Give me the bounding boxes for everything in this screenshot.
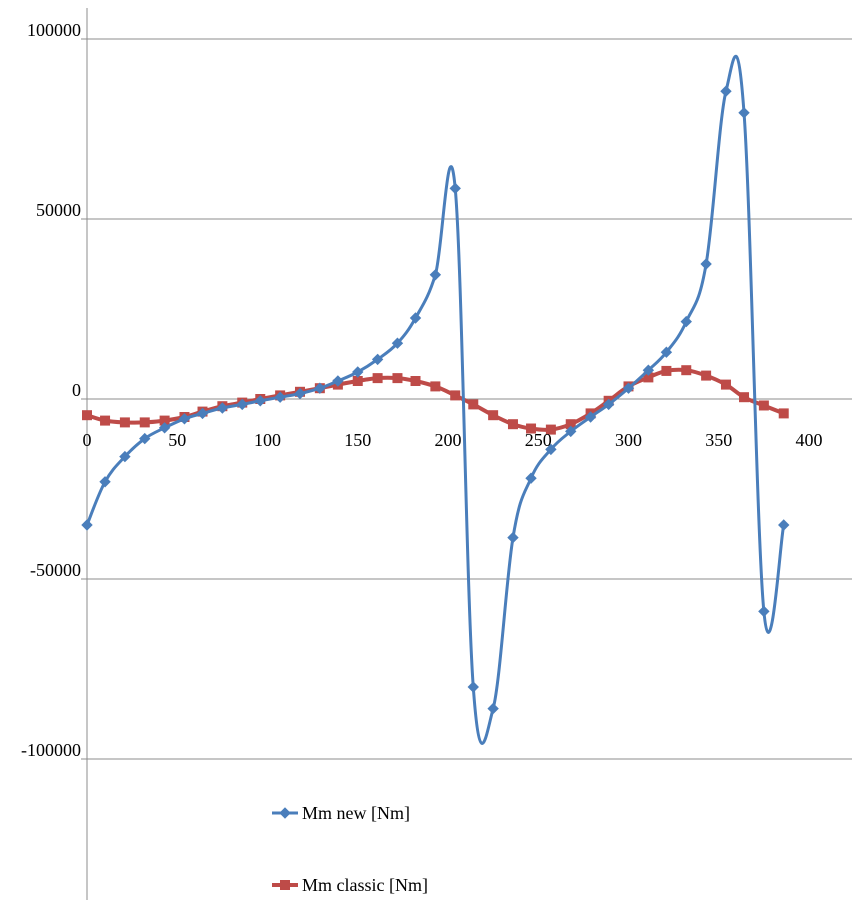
data-point-square	[430, 381, 441, 392]
data-point-diamond	[778, 519, 790, 531]
data-point-square	[468, 399, 479, 410]
data-point-square	[701, 370, 712, 381]
data-point-square	[488, 410, 499, 421]
data-point-diamond	[294, 387, 306, 400]
data-point-diamond	[487, 702, 499, 715]
data-point-square	[372, 373, 383, 384]
data-point-diamond	[467, 681, 479, 693]
data-point-square	[82, 410, 92, 421]
data-point-square	[739, 392, 750, 403]
data-point-diamond	[525, 472, 537, 484]
series-mm-new	[81, 54, 790, 745]
x-tick-label: 400	[796, 430, 823, 450]
legend-label: Mm new [Nm]	[302, 803, 410, 823]
data-point-square	[661, 365, 672, 376]
data-point-square	[643, 372, 654, 383]
data-point-diamond	[236, 398, 248, 411]
data-point-diamond	[178, 413, 191, 425]
x-tick-label: 50	[168, 430, 186, 450]
data-point-diamond	[660, 346, 673, 358]
x-tick-label: 0	[83, 430, 92, 450]
data-point-square	[526, 423, 537, 434]
data-point-square	[545, 424, 556, 435]
data-point-square	[392, 373, 403, 384]
series-line	[86, 367, 785, 432]
data-point-diamond	[449, 182, 461, 195]
y-tick-label: -100000	[21, 740, 81, 760]
data-point-square	[119, 417, 130, 428]
data-point-diamond	[119, 450, 131, 463]
data-point-square	[565, 419, 576, 430]
data-point-diamond	[584, 411, 597, 423]
legend-item: Mm new [Nm]	[272, 803, 410, 823]
data-point-square	[681, 365, 692, 376]
x-tick-label: 250	[525, 430, 552, 450]
legend-square-marker	[280, 880, 290, 890]
data-point-diamond	[738, 107, 750, 119]
data-point-square	[720, 379, 731, 390]
data-point-diamond	[274, 391, 286, 403]
data-point-diamond	[139, 432, 151, 445]
data-point-diamond	[680, 315, 692, 328]
data-point-square	[450, 390, 461, 401]
y-tick-label: 0	[72, 380, 81, 400]
data-point-diamond	[545, 443, 557, 456]
tick-labels: 100000 50000 0 -50000 -100000 0 50 100 150 200 250…	[21, 20, 823, 760]
data-point-square	[778, 408, 789, 419]
data-point-square	[758, 400, 769, 411]
data-point-diamond	[332, 375, 344, 387]
x-tick-label: 350	[705, 430, 732, 450]
y-tick-label: -50000	[30, 560, 81, 580]
gridlines	[87, 38, 852, 760]
data-point-diamond	[642, 364, 655, 376]
data-point-diamond	[216, 402, 229, 414]
data-point-square	[352, 376, 363, 386]
data-point-diamond	[158, 422, 171, 434]
data-point-diamond	[720, 85, 732, 97]
data-point-diamond	[254, 395, 266, 407]
x-tick-label: 300	[615, 430, 642, 450]
axes	[81, 8, 88, 900]
data-point-square	[139, 417, 150, 428]
x-tick-label: 150	[344, 430, 371, 450]
series-mm-classic	[82, 365, 789, 435]
data-point-diamond	[314, 382, 326, 394]
data-point-diamond	[622, 382, 635, 394]
y-tick-label: 50000	[36, 200, 81, 220]
legend-item: Mm classic [Nm]	[272, 875, 428, 895]
data-point-diamond	[758, 605, 770, 618]
data-point-diamond	[565, 425, 577, 438]
series-layer	[81, 54, 790, 745]
data-point-diamond	[700, 258, 712, 270]
data-point-diamond	[81, 519, 93, 531]
y-tick-label: 100000	[27, 20, 81, 40]
data-point-diamond	[391, 337, 404, 349]
legend-label: Mm classic [Nm]	[302, 875, 428, 895]
x-tick-label: 200	[435, 430, 462, 450]
data-point-diamond	[602, 398, 615, 411]
data-point-diamond	[409, 312, 422, 324]
series-line	[85, 54, 786, 745]
data-point-square	[410, 376, 421, 386]
data-point-square	[159, 415, 170, 426]
data-point-square	[507, 419, 518, 430]
data-point-diamond	[429, 269, 442, 281]
data-point-diamond	[196, 407, 209, 420]
data-point-diamond	[352, 366, 364, 378]
legend-diamond-marker	[279, 807, 291, 819]
data-point-diamond	[371, 353, 384, 366]
x-tick-label: 100	[254, 430, 281, 450]
data-point-diamond	[507, 531, 519, 544]
data-point-square	[100, 415, 111, 426]
data-point-diamond	[99, 476, 111, 488]
legend: Mm new [Nm] Mm classic [Nm]	[272, 803, 428, 895]
